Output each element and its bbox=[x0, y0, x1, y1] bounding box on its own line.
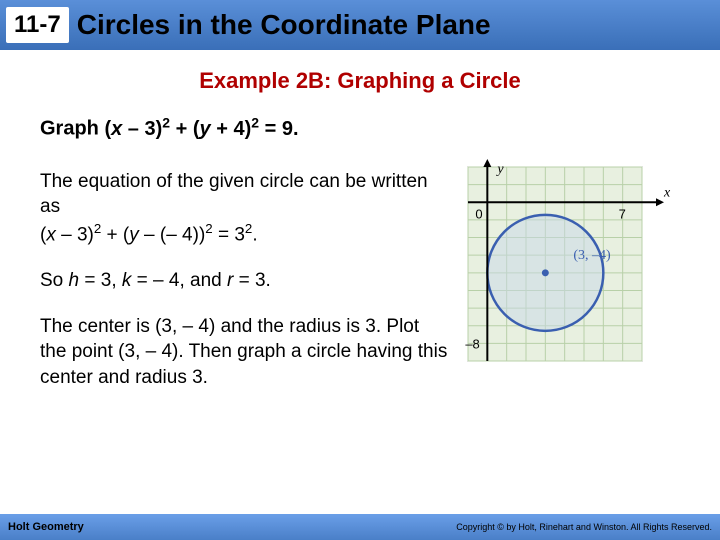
paragraph-2: So h = 3, k = – 4, and r = 3. bbox=[40, 268, 450, 294]
explanation-column: The equation of the given circle can be … bbox=[40, 169, 450, 411]
body-row: The equation of the given circle can be … bbox=[40, 169, 680, 411]
lesson-number-badge: 11-7 bbox=[6, 7, 69, 43]
problem-statement: Graph (x – 3)2 + (y + 4)2 = 9. bbox=[40, 114, 680, 141]
circle-graph: y x 0 7 –8 (3, –4) bbox=[460, 159, 680, 369]
problem-equation: (x – 3)2 + (y + 4)2 = 9. bbox=[104, 118, 298, 140]
content-area: Graph (x – 3)2 + (y + 4)2 = 9. The equat… bbox=[0, 94, 720, 410]
header-title: Circles in the Coordinate Plane bbox=[77, 9, 491, 41]
svg-text:x: x bbox=[663, 185, 671, 200]
svg-text:–8: –8 bbox=[465, 336, 479, 351]
svg-text:7: 7 bbox=[619, 206, 626, 221]
svg-text:0: 0 bbox=[475, 206, 482, 221]
footer-bar: Holt Geometry Copyright © by Holt, Rineh… bbox=[0, 514, 720, 540]
footer-brand: Holt Geometry bbox=[8, 521, 84, 533]
footer-copyright: Copyright © by Holt, Rinehart and Winsto… bbox=[456, 522, 712, 532]
paragraph-3: The center is (3, – 4) and the radius is… bbox=[40, 314, 450, 391]
header-bar: 11-7 Circles in the Coordinate Plane bbox=[0, 0, 720, 50]
example-subtitle: Example 2B: Graphing a Circle bbox=[0, 68, 720, 94]
svg-text:(3, –4): (3, –4) bbox=[573, 247, 611, 262]
svg-text:y: y bbox=[495, 162, 504, 177]
problem-prefix: Graph bbox=[40, 118, 104, 140]
paragraph-1: The equation of the given circle can be … bbox=[40, 169, 450, 248]
graph-svg: y x 0 7 –8 (3, –4) bbox=[460, 159, 680, 369]
